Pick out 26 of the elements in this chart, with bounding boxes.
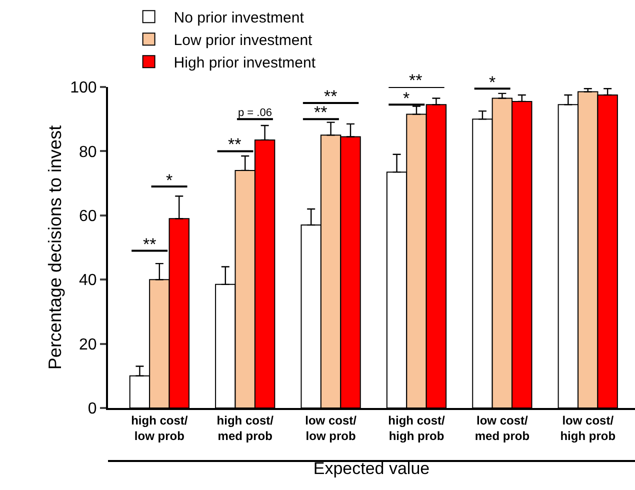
y-axis-title: Percentage decisions to invest [45,125,65,370]
y-tick-label: 0 [88,400,97,418]
y-tick-label: 60 [79,208,97,225]
annotation: * [166,171,173,190]
annotation: ** [314,103,328,122]
y-tick-label: 80 [79,144,97,161]
x-tick-label: high cost/ med prob [216,413,274,443]
legend-label: No prior investment [174,9,305,26]
annotation: ** [324,87,338,106]
y-tick-label: 100 [70,80,97,97]
x-tick-label: low cost/ med prob [474,413,530,443]
y-tick-label: 40 [79,272,97,290]
annotation: ** [409,71,423,90]
annotation: * [403,89,410,108]
x-tick-label: low cost/ high prob [560,413,616,443]
annotation: ** [228,135,242,154]
x-tick-label: low cost/ low prob [305,413,358,443]
legend-label: Low prior investment [174,32,314,49]
annotation: p = .06 [238,107,272,119]
annotation: * [489,73,496,92]
x-tick-label: high cost/ low prob [131,413,188,443]
x-axis-title: Expected value [313,458,430,478]
y-tick-label: 20 [79,336,97,354]
x-tick-label: high cost/ high prob [388,413,446,443]
annotation: ** [143,235,157,254]
legend-label: High prior investment [174,54,316,72]
